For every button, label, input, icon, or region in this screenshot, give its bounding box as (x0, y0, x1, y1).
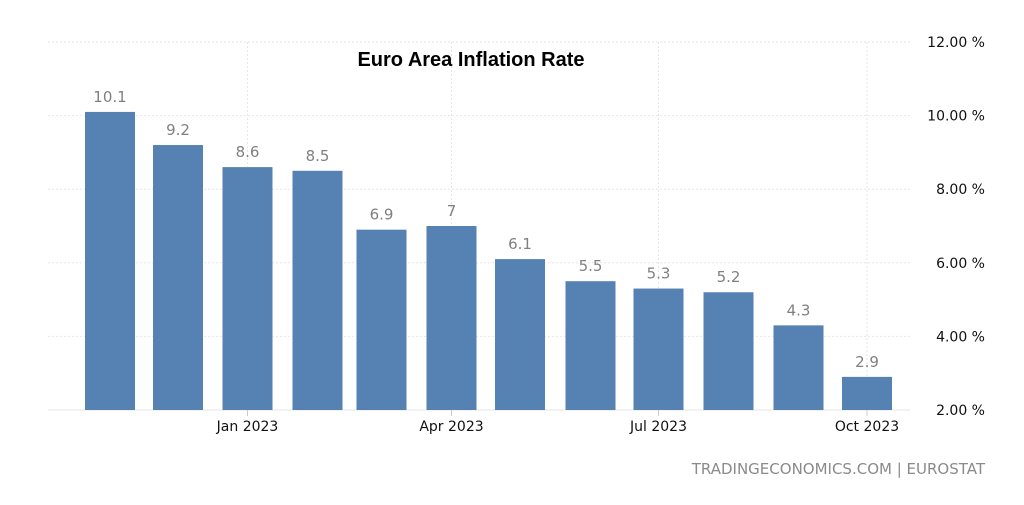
bar-dec-2022 (153, 145, 203, 411)
source-credit: TRADINGECONOMICS.COM | EUROSTAT (691, 460, 986, 478)
bar-jan-2023 (222, 167, 273, 410)
x-tick-label: Jul 2023 (629, 419, 687, 435)
bar-jun-2023 (565, 281, 616, 410)
y-tick-label: 10.00 % (927, 109, 985, 125)
data-label: 8.5 (306, 147, 330, 165)
x-tick-label: Apr 2023 (419, 419, 483, 435)
data-label: 10.1 (93, 88, 126, 106)
data-label: 5.5 (579, 257, 603, 275)
data-label: 5.3 (647, 265, 671, 283)
bar-jul-2023 (633, 288, 684, 410)
data-label: 2.9 (855, 353, 879, 371)
x-axis: Jan 2023 Apr 2023 Jul 2023 Oct 2023 (216, 410, 899, 435)
y-tick-label: 2.00 % (936, 403, 985, 419)
bar-aug-2023 (703, 292, 754, 410)
y-tick-label: 4.00 % (936, 329, 985, 345)
data-label: 6.1 (508, 235, 532, 253)
bar-nov-2022 (85, 111, 135, 411)
data-label: 7 (447, 202, 457, 220)
y-axis: 2.00 % 4.00 % 6.00 % 8.00 % 10.00 % 12.00 % (927, 35, 985, 419)
x-tick-label: Oct 2023 (835, 419, 899, 435)
y-tick-label: 6.00 % (936, 256, 985, 272)
bars (85, 111, 892, 411)
data-label: 5.2 (717, 268, 741, 286)
bar-sep-2023 (773, 325, 824, 410)
bar-oct-2023 (842, 376, 892, 410)
bar-apr-2023 (426, 226, 477, 410)
y-tick-label: 12.00 % (927, 35, 985, 51)
data-label: 9.2 (166, 121, 190, 139)
data-label: 6.9 (370, 206, 394, 224)
data-label: 4.3 (787, 301, 811, 319)
x-tick-label: Jan 2023 (216, 419, 279, 435)
y-tick-label: 8.00 % (936, 182, 985, 198)
bar-may-2023 (495, 259, 545, 410)
bar-mar-2023 (356, 229, 407, 410)
data-label: 8.6 (236, 143, 260, 161)
bar-feb-2023 (292, 170, 343, 410)
data-labels: 10.1 9.2 8.6 8.5 6.9 7 6.1 5.5 5.3 5.2 4.3 2.9 (93, 88, 879, 371)
chart-title: Euro Area Inflation Rate (357, 49, 584, 71)
